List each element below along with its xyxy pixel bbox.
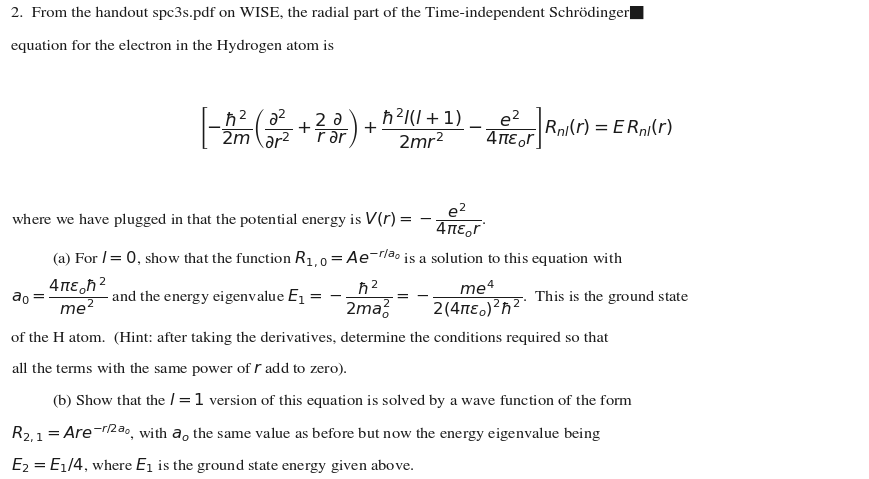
Text: 2.  From the handout spc3s.pdf on WISE, the radial part of the Time-independent : 2. From the handout spc3s.pdf on WISE, t… bbox=[11, 6, 644, 20]
Text: equation for the electron in the Hydrogen atom is: equation for the electron in the Hydroge… bbox=[11, 40, 334, 53]
Text: $E_2 = E_1/4$, where $E_1$ is the ground state energy given above.: $E_2 = E_1/4$, where $E_1$ is the ground… bbox=[11, 456, 415, 475]
Text: all the terms with the same power of $r$ add to zero).: all the terms with the same power of $r$… bbox=[11, 360, 348, 377]
Text: where we have plugged in that the potential energy is $V(r) = -\dfrac{e^2}{4\pi\: where we have plugged in that the potent… bbox=[11, 202, 486, 240]
Text: $a_0 = \dfrac{4\pi\epsilon_o\hbar^2}{me^2}$ and the energy eigenvalue $E_1 = -\d: $a_0 = \dfrac{4\pi\epsilon_o\hbar^2}{me^… bbox=[11, 275, 689, 321]
Text: (b) Show that the $l = 1$ version of this equation is solved by a wave function : (b) Show that the $l = 1$ version of thi… bbox=[52, 391, 633, 410]
Text: $R_{2,1} = Are^{-r/2a_o}$, with $a_o$ the same value as before but now the energ: $R_{2,1} = Are^{-r/2a_o}$, with $a_o$ th… bbox=[11, 422, 600, 444]
Text: of the H atom.  (Hint: after taking the derivatives, determine the conditions re: of the H atom. (Hint: after taking the d… bbox=[11, 332, 608, 345]
Text: (a) For $l = 0$, show that the function $R_{1,0} = Ae^{-r/a_o}$ is a solution to: (a) For $l = 0$, show that the function … bbox=[52, 247, 622, 269]
Text: $\left[ -\dfrac{\hbar^2}{2m} \left( \dfrac{\partial^2}{\partial r^2} + \dfrac{2}: $\left[ -\dfrac{\hbar^2}{2m} \left( \dfr… bbox=[197, 105, 672, 151]
